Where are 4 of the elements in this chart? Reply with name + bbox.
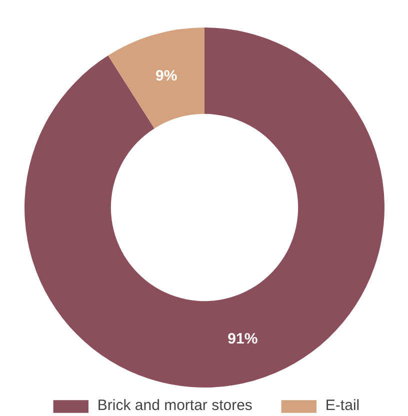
legend-label: Brick and mortar stores bbox=[97, 397, 252, 414]
data-label: 91% bbox=[228, 330, 258, 348]
legend-label: E-tail bbox=[325, 397, 360, 414]
data-label: 9% bbox=[155, 68, 178, 85]
